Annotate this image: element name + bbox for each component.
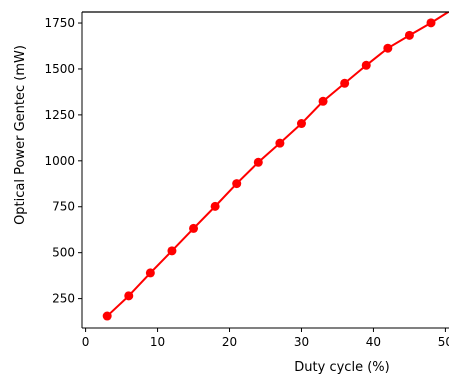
- data-point: [167, 246, 177, 256]
- x-tick-label: 10: [150, 335, 165, 349]
- x-axis-label: Duty cycle (%): [294, 360, 389, 375]
- data-point: [383, 43, 393, 53]
- data-point: [232, 179, 242, 189]
- y-tick-label: 1000: [44, 154, 75, 168]
- axes-frame: [81, 11, 449, 329]
- data-point: [275, 138, 285, 148]
- y-tick-label: 1250: [44, 108, 75, 122]
- x-tick-label: 40: [366, 335, 381, 349]
- data-point: [253, 157, 263, 167]
- y-tick-label: 750: [52, 200, 75, 214]
- data-point: [361, 60, 371, 70]
- plot-area: [102, 12, 449, 321]
- y-tick-label: 250: [52, 292, 75, 306]
- y-tick-label: 1750: [44, 16, 75, 30]
- data-point: [426, 18, 436, 28]
- y-axis-ticks: 250 500 750 1000 1250 1500 1750: [44, 16, 82, 306]
- x-tick-label: 30: [294, 335, 309, 349]
- y-axis-label: Optical Power Gentec (mW): [13, 45, 28, 225]
- x-tick-label: 20: [222, 335, 237, 349]
- series-line: [106, 12, 449, 317]
- data-point: [145, 268, 155, 278]
- data-point: [102, 311, 112, 321]
- data-point: [189, 223, 199, 233]
- data-point: [210, 201, 220, 211]
- y-tick-label: 500: [52, 246, 75, 260]
- data-point: [318, 96, 328, 106]
- data-point: [340, 78, 350, 88]
- data-point: [296, 119, 306, 129]
- data-point: [404, 30, 414, 40]
- series-layer: [102, 12, 449, 321]
- x-tick-label: 50: [438, 335, 449, 349]
- data-point: [124, 291, 134, 301]
- x-tick-label: 0: [82, 335, 90, 349]
- x-axis-ticks: 0 10 20 30 40 50: [82, 328, 449, 349]
- y-tick-label: 1500: [44, 62, 75, 76]
